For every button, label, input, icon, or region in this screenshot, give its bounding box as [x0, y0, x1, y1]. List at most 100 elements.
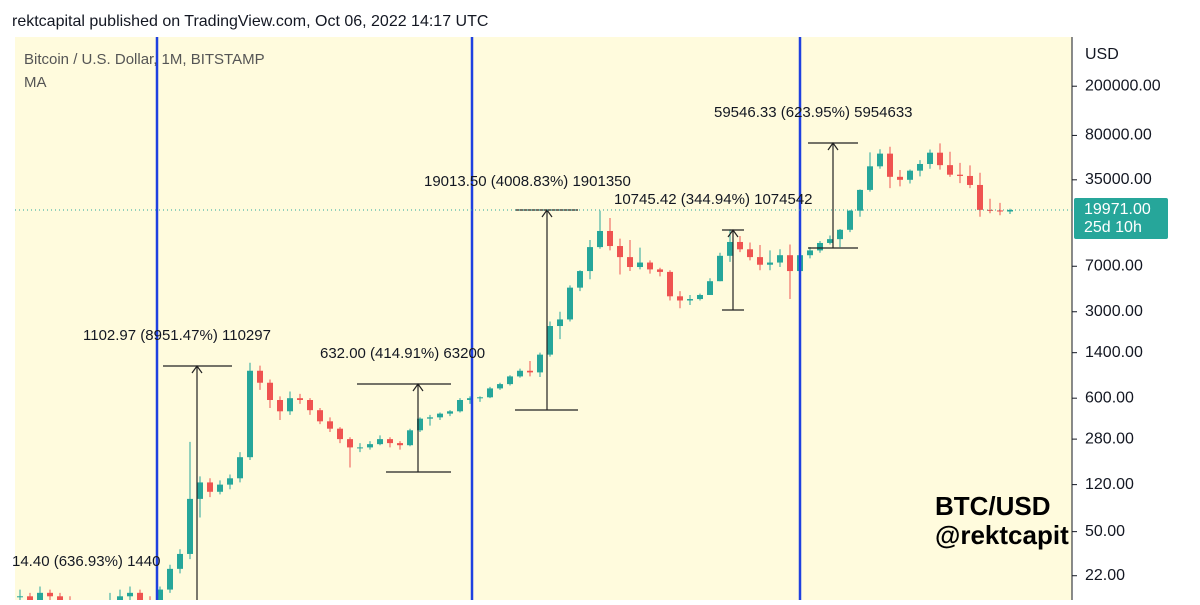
annotation: 59546.33 (623.95%) 5954633 — [714, 104, 913, 121]
candle-body — [987, 209, 993, 211]
candle-body — [807, 250, 813, 256]
y-tick-label: 35000.00 — [1085, 171, 1152, 188]
measure-tool — [163, 364, 232, 600]
candle-body — [937, 152, 943, 166]
candle-body — [747, 249, 753, 258]
candle-body — [457, 400, 463, 412]
y-tick-label: 600.00 — [1085, 389, 1134, 406]
candle-body — [437, 413, 443, 418]
candle-body — [917, 163, 923, 171]
y-tick-label: 80000.00 — [1085, 127, 1152, 144]
candle-body — [587, 247, 593, 272]
candle-body — [247, 370, 253, 458]
candle-body — [887, 153, 893, 177]
candle-body — [827, 239, 833, 243]
countdown-label: 25d 10h — [1084, 219, 1142, 236]
annotation: 1102.97 (8951.47%) 110297 — [83, 327, 271, 344]
candle-body — [227, 478, 233, 485]
candle-body — [337, 428, 343, 440]
candle-body — [317, 410, 323, 422]
candle-body — [287, 398, 293, 412]
candle-body — [647, 262, 653, 270]
candle-body — [737, 241, 743, 250]
candle-body — [207, 482, 213, 492]
annotation: 632.00 (414.91%) 63200 — [320, 345, 485, 362]
candle-body — [47, 592, 53, 597]
candle-body — [497, 384, 503, 389]
candle-body — [607, 230, 613, 247]
candle-body — [427, 417, 433, 419]
candle-body — [217, 484, 223, 492]
indicator-label: MA — [24, 74, 47, 91]
candle-body — [477, 397, 483, 399]
candle-body — [957, 174, 963, 176]
y-tick-label: 7000.00 — [1085, 257, 1143, 274]
candle-body — [1007, 209, 1013, 212]
candle-body — [17, 596, 23, 598]
candle-body — [57, 596, 63, 600]
candle-body — [37, 592, 43, 600]
candle-body — [697, 294, 703, 300]
candle-body — [557, 319, 563, 327]
y-tick-label: 3000.00 — [1085, 303, 1143, 320]
candle-body — [537, 354, 543, 373]
candle-body — [527, 370, 533, 373]
candle-body — [977, 184, 983, 210]
candle-body — [167, 568, 173, 590]
y-tick-label: 200000.00 — [1085, 77, 1161, 94]
candle-body — [757, 257, 763, 265]
candle-body — [127, 592, 133, 597]
plot-area — [15, 37, 1072, 600]
candle-body — [327, 421, 333, 429]
candle-body — [237, 457, 243, 479]
candle-body — [927, 152, 933, 164]
candle-body — [367, 444, 373, 448]
candle-body — [357, 447, 363, 449]
measure-tool — [722, 228, 744, 311]
candle-body — [817, 242, 823, 251]
chart-title: Bitcoin / U.S. Dollar, 1M, BITSTAMP — [24, 51, 265, 68]
candle-body — [717, 255, 723, 282]
y-tick-label: 120.00 — [1085, 476, 1134, 493]
candle-body — [767, 262, 773, 265]
watermark: BTC/USD — [935, 491, 1051, 521]
last-price-box — [1074, 197, 1168, 239]
candle-body — [487, 388, 493, 398]
candle-body — [637, 262, 643, 268]
candle-body — [417, 418, 423, 431]
candles — [17, 143, 1013, 600]
candle-body — [667, 271, 673, 297]
candle-body — [677, 296, 683, 301]
candle-body — [507, 376, 513, 385]
candle-body — [837, 229, 843, 240]
y-tick-label: 1400.00 — [1085, 344, 1143, 361]
halving-lines — [155, 37, 802, 600]
measure-tools — [163, 141, 858, 600]
candle-body — [657, 269, 663, 272]
candle-body — [907, 170, 913, 180]
annotation: 19013.50 (4008.83%) 1901350 — [424, 173, 631, 190]
candle-body — [407, 430, 413, 446]
candle-body — [967, 175, 973, 185]
candle-body — [627, 257, 633, 268]
candle-body — [857, 189, 863, 211]
candle-body — [547, 326, 553, 355]
candle-body — [687, 299, 693, 301]
candle-body — [467, 398, 473, 401]
candle-body — [897, 176, 903, 180]
watermark: @rektcapit — [935, 520, 1069, 550]
y-tick-label: 22.00 — [1085, 567, 1125, 584]
candle-body — [397, 443, 403, 446]
candle-body — [137, 592, 143, 600]
candle-body — [447, 411, 453, 414]
candle-body — [847, 210, 853, 230]
candle-body — [277, 400, 283, 412]
axis-unit: USD — [1085, 46, 1119, 63]
candle-body — [377, 439, 383, 445]
header: rektcapital published on TradingView.com… — [12, 13, 488, 30]
candle-body — [707, 281, 713, 295]
annotation: 14.40 (636.93%) 1440 — [12, 553, 160, 570]
candle-body — [777, 255, 783, 263]
candle-body — [617, 246, 623, 258]
candle-body — [197, 482, 203, 499]
